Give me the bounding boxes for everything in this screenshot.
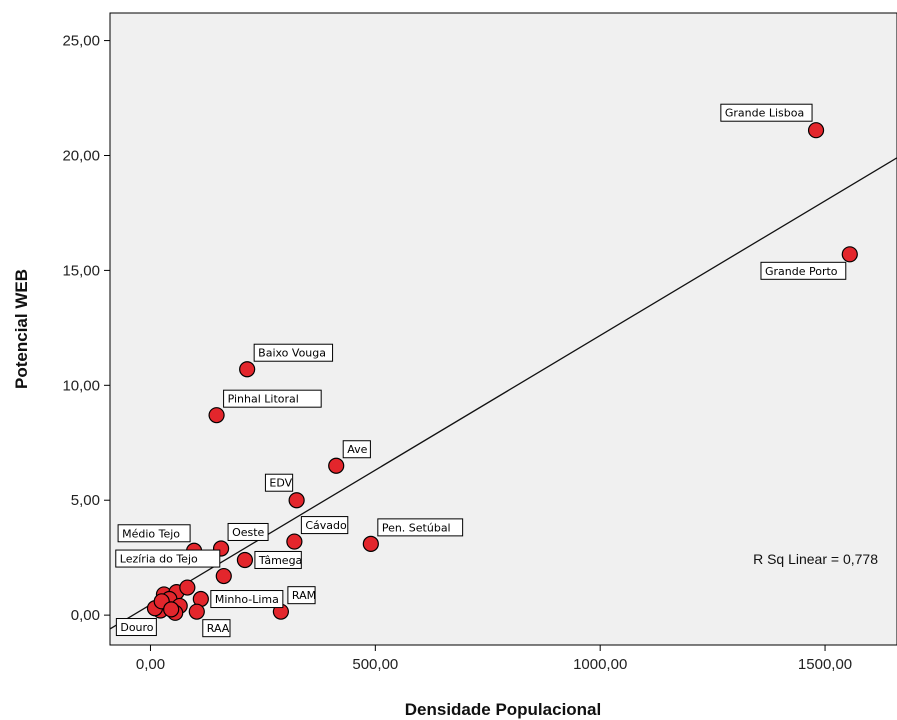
- fit-line-layer: [109, 157, 897, 630]
- point-label-box: [342, 440, 371, 459]
- point-label-box: [115, 618, 157, 637]
- point-labels-layer: Grande Lisboa Grande Porto Baixo Vouga Pinh…: [115, 103, 847, 638]
- point-label-box: [253, 343, 334, 362]
- point-label-box: [760, 261, 847, 280]
- point-label: Grande Porto: [765, 265, 838, 278]
- point-label-box: [720, 103, 813, 122]
- point-label-box: [223, 389, 322, 408]
- point-label-box: [300, 516, 349, 535]
- data-point: [239, 361, 256, 378]
- data-point: [328, 457, 345, 474]
- point-label-box: [264, 473, 294, 492]
- y-tick-label: 25,00: [62, 33, 100, 50]
- data-point: [236, 551, 254, 569]
- x-axis-ticks: 0,00 500,00 1000,00 1500,00: [136, 645, 852, 673]
- x-tick-label: 1000,00: [573, 656, 627, 673]
- point-label-box: [117, 524, 191, 543]
- linear-fit-line: [109, 157, 897, 630]
- data-point: [208, 407, 225, 424]
- point-label: Lezíria do Tejo: [120, 553, 198, 566]
- x-tick-label: 1500,00: [798, 656, 852, 673]
- point-label: Ave: [347, 443, 367, 456]
- point-label: EDV: [269, 477, 292, 490]
- r-squared-annotation: R Sq Linear = 0,778: [753, 551, 878, 567]
- data-point: [286, 533, 303, 550]
- data-point: [163, 601, 180, 618]
- y-axis-title: Potencial WEB: [12, 269, 31, 389]
- data-point: [288, 492, 305, 509]
- y-tick-label: 20,00: [62, 147, 100, 164]
- point-label: RAA: [207, 622, 230, 635]
- point-label: RAM: [292, 589, 316, 602]
- y-tick-label: 0,00: [71, 607, 100, 624]
- point-label: Douro: [120, 621, 153, 634]
- y-tick-label: 10,00: [62, 377, 100, 394]
- x-tick-label: 500,00: [352, 656, 398, 673]
- point-label: Minho-Lima: [215, 593, 279, 606]
- point-label: Pen. Setúbal: [382, 521, 451, 534]
- point-label: Oeste: [232, 526, 264, 539]
- point-label: Baixo Vouga: [258, 347, 326, 360]
- points-layer: [146, 122, 858, 621]
- y-tick-label: 15,00: [62, 262, 100, 279]
- x-axis-title: Densidade Populacional: [405, 700, 602, 719]
- point-label-box: [227, 522, 269, 541]
- data-point: [188, 603, 205, 620]
- y-axis-ticks: 0,00 5,00 10,00 15,00 20,00 25,00: [62, 33, 110, 624]
- point-label: Cávado: [305, 519, 347, 532]
- y-tick-label: 5,00: [71, 492, 100, 509]
- data-point: [841, 246, 858, 263]
- point-label: Pinhal Litoral: [228, 393, 299, 406]
- data-point: [179, 579, 196, 596]
- point-label-box: [377, 518, 464, 537]
- point-label-box: [202, 619, 231, 638]
- point-label-box: [210, 590, 284, 609]
- data-point: [362, 535, 379, 552]
- data-point: [215, 567, 232, 585]
- point-label-box: [115, 549, 221, 568]
- data-point: [807, 122, 825, 139]
- point-label: Grande Lisboa: [725, 107, 804, 120]
- point-label: Tâmega: [258, 554, 302, 567]
- point-label-box: [254, 550, 302, 569]
- point-label: Médio Tejo: [122, 527, 180, 540]
- x-tick-label: 0,00: [136, 656, 165, 673]
- point-label-box: [287, 586, 316, 605]
